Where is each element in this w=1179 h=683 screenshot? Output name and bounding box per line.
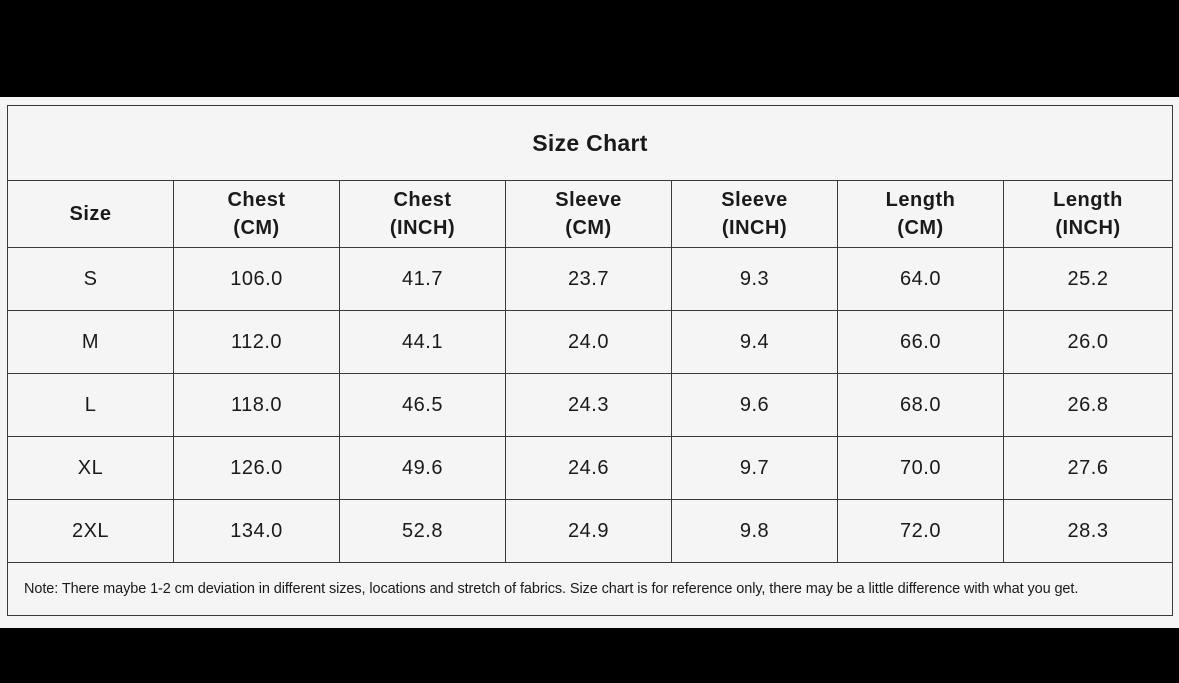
sleeve-cm-cell: 23.7 [505, 247, 672, 311]
footnote: Note: There maybe 1-2 cm deviation in di… [7, 562, 1173, 616]
length-cm-cell: 66.0 [837, 310, 1004, 374]
header-label: Chest [393, 189, 452, 211]
header-chest-cm: Chest (CM) [173, 180, 340, 248]
header-sleeve-inch: Sleeve (INCH) [671, 180, 838, 248]
header-unit: (INCH) [721, 217, 788, 239]
table-row: XL 126.0 49.6 24.6 9.7 70.0 27.6 [7, 436, 1173, 500]
sleeve-cm-cell: 24.6 [505, 436, 672, 500]
size-cell: 2XL [7, 499, 174, 563]
header-label: Length [885, 189, 956, 211]
header-chest-inch: Chest (INCH) [339, 180, 506, 248]
sleeve-cm-cell: 24.3 [505, 373, 672, 437]
length-inch-cell: 26.8 [1003, 373, 1173, 437]
chest-inch-cell: 44.1 [339, 310, 506, 374]
header-length-cm: Length (CM) [837, 180, 1004, 248]
header-length-inch: Length (INCH) [1003, 180, 1173, 248]
header-unit: (CM) [233, 217, 280, 239]
chest-cm-cell: 134.0 [173, 499, 340, 563]
chest-cm-cell: 106.0 [173, 247, 340, 311]
header-unit: (CM) [897, 217, 944, 239]
size-cell: S [7, 247, 174, 311]
title-row: Size Chart [7, 105, 1173, 181]
table-title: Size Chart [7, 105, 1173, 181]
chest-inch-cell: 49.6 [339, 436, 506, 500]
table-row: M 112.0 44.1 24.0 9.4 66.0 26.0 [7, 310, 1173, 374]
header-unit: (CM) [565, 217, 612, 239]
header-label: Sleeve [721, 189, 788, 211]
header-label: Chest [227, 189, 286, 211]
sleeve-inch-cell: 9.3 [671, 247, 838, 311]
header-size-label: Size [69, 203, 112, 225]
table-row: L 118.0 46.5 24.3 9.6 68.0 26.8 [7, 373, 1173, 437]
size-chart-panel: Size Chart Size Chest (CM) Chest (INCH) Sl… [0, 97, 1179, 628]
length-inch-cell: 27.6 [1003, 436, 1173, 500]
size-cell: XL [7, 436, 174, 500]
length-inch-cell: 28.3 [1003, 499, 1173, 563]
header-unit: (INCH) [1055, 217, 1121, 239]
header-row: Size Chest (CM) Chest (INCH) Sleeve (CM) Sl… [7, 180, 1173, 248]
sleeve-inch-cell: 9.4 [671, 310, 838, 374]
table-row: S 106.0 41.7 23.7 9.3 64.0 25.2 [7, 247, 1173, 311]
chest-inch-cell: 52.8 [339, 499, 506, 563]
sleeve-inch-cell: 9.7 [671, 436, 838, 500]
chest-inch-cell: 46.5 [339, 373, 506, 437]
length-cm-cell: 68.0 [837, 373, 1004, 437]
table-row: 2XL 134.0 52.8 24.9 9.8 72.0 28.3 [7, 499, 1173, 563]
length-cm-cell: 72.0 [837, 499, 1004, 563]
length-cm-cell: 64.0 [837, 247, 1004, 311]
sleeve-cm-cell: 24.0 [505, 310, 672, 374]
length-inch-cell: 26.0 [1003, 310, 1173, 374]
chest-cm-cell: 112.0 [173, 310, 340, 374]
size-cell: L [7, 373, 174, 437]
header-label: Sleeve [555, 189, 622, 211]
size-chart-table: Size Chart Size Chest (CM) Chest (INCH) Sl… [7, 105, 1173, 616]
sleeve-cm-cell: 24.9 [505, 499, 672, 563]
sleeve-inch-cell: 9.8 [671, 499, 838, 563]
chest-cm-cell: 126.0 [173, 436, 340, 500]
header-unit: (INCH) [389, 217, 456, 239]
sleeve-inch-cell: 9.6 [671, 373, 838, 437]
chest-cm-cell: 118.0 [173, 373, 340, 437]
size-cell: M [7, 310, 174, 374]
header-size: Size [7, 180, 174, 248]
note-row: Note: There maybe 1-2 cm deviation in di… [7, 562, 1173, 616]
length-cm-cell: 70.0 [837, 436, 1004, 500]
chest-inch-cell: 41.7 [339, 247, 506, 311]
header-label: Length [1053, 189, 1123, 211]
header-sleeve-cm: Sleeve (CM) [505, 180, 672, 248]
length-inch-cell: 25.2 [1003, 247, 1173, 311]
